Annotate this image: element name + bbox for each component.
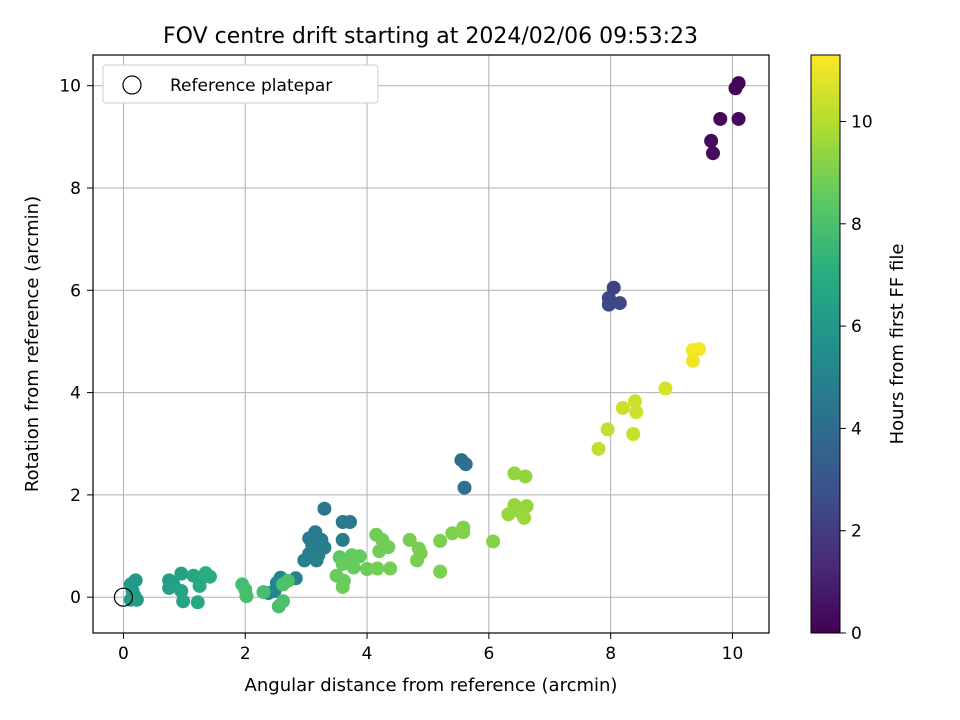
data-point [433,533,448,548]
data-point [202,569,217,584]
reference-marker [113,587,134,607]
y-tick-label: 8 [70,179,81,199]
data-point [176,594,191,609]
data-point [409,553,424,568]
data-point [704,133,719,148]
data-point [335,579,350,594]
data-point [445,526,460,541]
data-point [685,353,700,368]
chart-title: FOV centre drift starting at 2024/02/06 … [163,24,698,49]
x-tick-label: 2 [240,644,251,664]
x-tick-label: 4 [362,644,373,664]
data-point [458,457,473,472]
data-point [591,441,606,456]
data-point [370,561,385,576]
data-point [276,594,291,609]
data-point [297,553,312,568]
data-point [600,422,615,437]
data-point [612,296,627,311]
y-tick-label: 6 [70,281,81,301]
data-point [628,394,643,409]
colorbar-tick-label: 8 [851,215,862,235]
data-point [317,501,332,516]
colorbar-tick-label: 4 [851,419,862,439]
data-point [335,556,350,571]
data-point [256,585,271,600]
data-point [629,405,644,420]
data-point [372,544,387,559]
colorbar-tick-label: 10 [851,112,873,132]
data-point [457,480,472,495]
data-point [129,592,144,607]
plot-frame [92,54,770,634]
data-point [309,553,324,568]
y-axis-ticks: 0 2 4 6 8 10 [59,77,93,608]
y-tick-label: 4 [70,384,81,404]
legend-box [102,64,379,104]
data-point [190,595,205,610]
data-point [239,589,254,604]
y-tick-label: 0 [70,588,81,608]
data-point [713,111,728,126]
data-point [360,562,375,577]
x-tick-label: 0 [118,644,129,664]
reference-point-marker [113,587,134,607]
legend: Reference platepar [102,64,379,104]
y-axis-label: Rotation from reference (arcmin) [22,196,43,492]
data-point [280,573,295,588]
data-point [518,469,533,484]
colorbar-tick-label: 6 [851,317,862,337]
data-point [335,532,350,547]
data-point [705,146,720,161]
data-point [456,525,471,540]
y-tick-label: 2 [70,486,81,506]
colorbar-ticks: 0 2 4 6 8 10 [840,112,873,644]
colorbar-tick-label: 2 [851,522,862,542]
data-point [402,532,417,547]
data-point [691,342,706,357]
grid-lines [93,55,769,633]
data-point [601,297,616,312]
data-point [383,561,398,576]
data-point [517,510,532,525]
y-tick-label: 10 [59,77,81,97]
colorbar-gradient [810,54,841,634]
x-tick-label: 10 [722,644,744,664]
data-point [433,564,448,579]
data-point [658,381,673,396]
data-point [615,400,630,415]
data-point [162,580,177,595]
data-point [731,111,746,126]
data-point [626,427,641,442]
x-axis-ticks: 0 2 4 6 8 10 [118,633,743,664]
data-point [352,549,367,564]
data-point [346,560,361,575]
x-tick-label: 8 [605,644,616,664]
data-point [728,81,743,96]
legend-marker-icon [122,75,142,95]
colorbar: 0 2 4 6 8 10 Hours from first FF file [810,54,908,644]
legend-label: Reference platepar [170,76,332,96]
colorbar-label: Hours from first FF file [887,244,908,445]
data-point [486,534,501,549]
data-points [123,76,746,614]
x-axis-label: Angular distance from reference (arcmin) [245,675,618,696]
data-point [343,515,358,530]
x-tick-label: 6 [483,644,494,664]
data-point [501,507,516,522]
data-point [174,566,189,581]
data-point [507,466,522,481]
colorbar-tick-label: 0 [851,624,862,644]
data-point [192,578,207,593]
